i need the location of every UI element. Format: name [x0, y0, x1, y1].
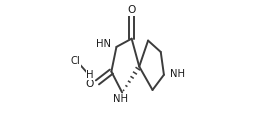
Text: Cl: Cl: [71, 56, 81, 66]
Text: HN: HN: [96, 39, 111, 49]
Text: H: H: [86, 70, 94, 80]
Text: O: O: [127, 5, 136, 15]
Text: NH: NH: [170, 69, 185, 79]
Text: O: O: [85, 79, 94, 89]
Text: NH: NH: [113, 94, 128, 104]
